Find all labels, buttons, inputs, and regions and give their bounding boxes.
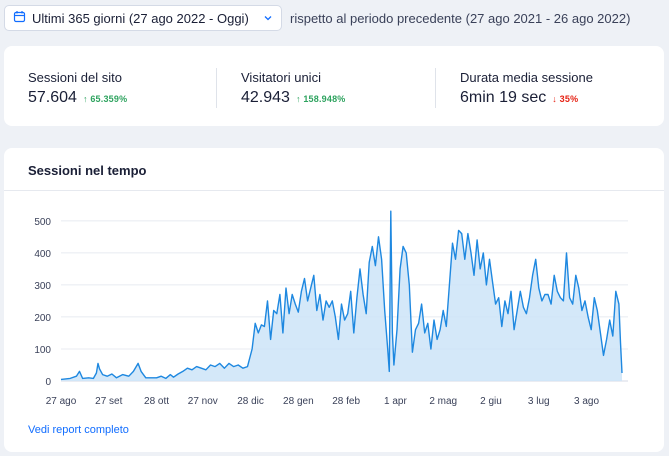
divider	[216, 68, 217, 108]
calendar-icon	[13, 10, 26, 26]
kpi-title: Durata media sessione	[460, 70, 593, 85]
kpi-title: Visitatori unici	[241, 70, 321, 85]
kpi-delta: ↑ 158.948%	[296, 94, 346, 104]
x-tick-label: 2 giu	[480, 396, 502, 407]
kpi-delta-value: 158.948%	[303, 94, 346, 104]
arrow-up-icon: ↑	[295, 94, 301, 104]
chart-title: Sessioni nel tempo	[28, 163, 147, 178]
y-tick-label: 300	[34, 281, 51, 292]
date-range-select[interactable]: Ultimi 365 giorni (27 ago 2022 - Oggi)	[4, 5, 282, 31]
y-tick-label: 0	[45, 377, 51, 388]
kpi-delta-value: 35%	[559, 94, 579, 104]
full-report-link[interactable]: Vedi report completo	[28, 424, 129, 436]
kpi-value: 6min 19 sec	[460, 89, 547, 106]
x-tick-label: 28 gen	[283, 396, 314, 407]
kpi-delta: ↑ 65.359%	[83, 94, 127, 104]
comparison-text: rispetto al periodo precedente (27 ago 2…	[290, 10, 631, 26]
divider	[435, 68, 436, 108]
kpi-card: Sessioni del sito 57.604 ↑ 65.359% Visit…	[4, 46, 664, 126]
series-line	[60, 210, 623, 381]
y-tick-label: 100	[34, 345, 51, 356]
kpi-value: 57.604	[28, 89, 77, 106]
x-tick-label: 27 set	[95, 396, 122, 407]
x-tick-label: 1 apr	[384, 396, 407, 407]
x-tick-label: 28 dic	[237, 396, 264, 407]
x-tick-label: 27 ago	[46, 396, 77, 407]
kpi-duration: Durata media sessione 6min 19 sec ↓ 35%	[460, 70, 593, 107]
chevron-down-icon	[263, 11, 273, 26]
x-tick-label: 3 lug	[528, 396, 550, 407]
kpi-delta: ↓ 35%	[552, 94, 578, 104]
chart-card: Sessioni nel tempo 0 100 200 300 400 500 27 ag…	[4, 148, 664, 452]
x-tick-label: 28 feb	[332, 396, 360, 407]
x-tick-label: 28 ott	[144, 396, 169, 407]
y-tick-label: 500	[34, 217, 51, 228]
y-tick-label: 400	[34, 249, 51, 260]
x-tick-label: 3 ago	[574, 396, 599, 407]
date-range-label: Ultimi 365 giorni (27 ago 2022 - Oggi)	[32, 10, 249, 26]
series-area	[61, 211, 622, 381]
x-tick-label: 27 nov	[188, 396, 218, 407]
arrow-up-icon: ↑	[82, 94, 88, 104]
toolbar: Ultimi 365 giorni (27 ago 2022 - Oggi) r…	[4, 4, 630, 32]
kpi-title: Sessioni del sito	[28, 70, 122, 85]
kpi-delta-value: 65.359%	[90, 94, 128, 104]
divider	[4, 190, 664, 191]
kpi-value: 42.943	[241, 89, 290, 106]
sessions-chart[interactable]: 0 100 200 300 400 500 27 ago 27 set 28 ott 27 nov…	[4, 192, 664, 452]
y-tick-label: 200	[34, 313, 51, 324]
kpi-visitors: Visitatori unici 42.943 ↑ 158.948%	[241, 70, 345, 107]
x-tick-label: 2 mag	[429, 396, 457, 407]
arrow-down-icon: ↓	[552, 94, 557, 104]
kpi-sessions: Sessioni del sito 57.604 ↑ 65.359%	[28, 70, 127, 107]
